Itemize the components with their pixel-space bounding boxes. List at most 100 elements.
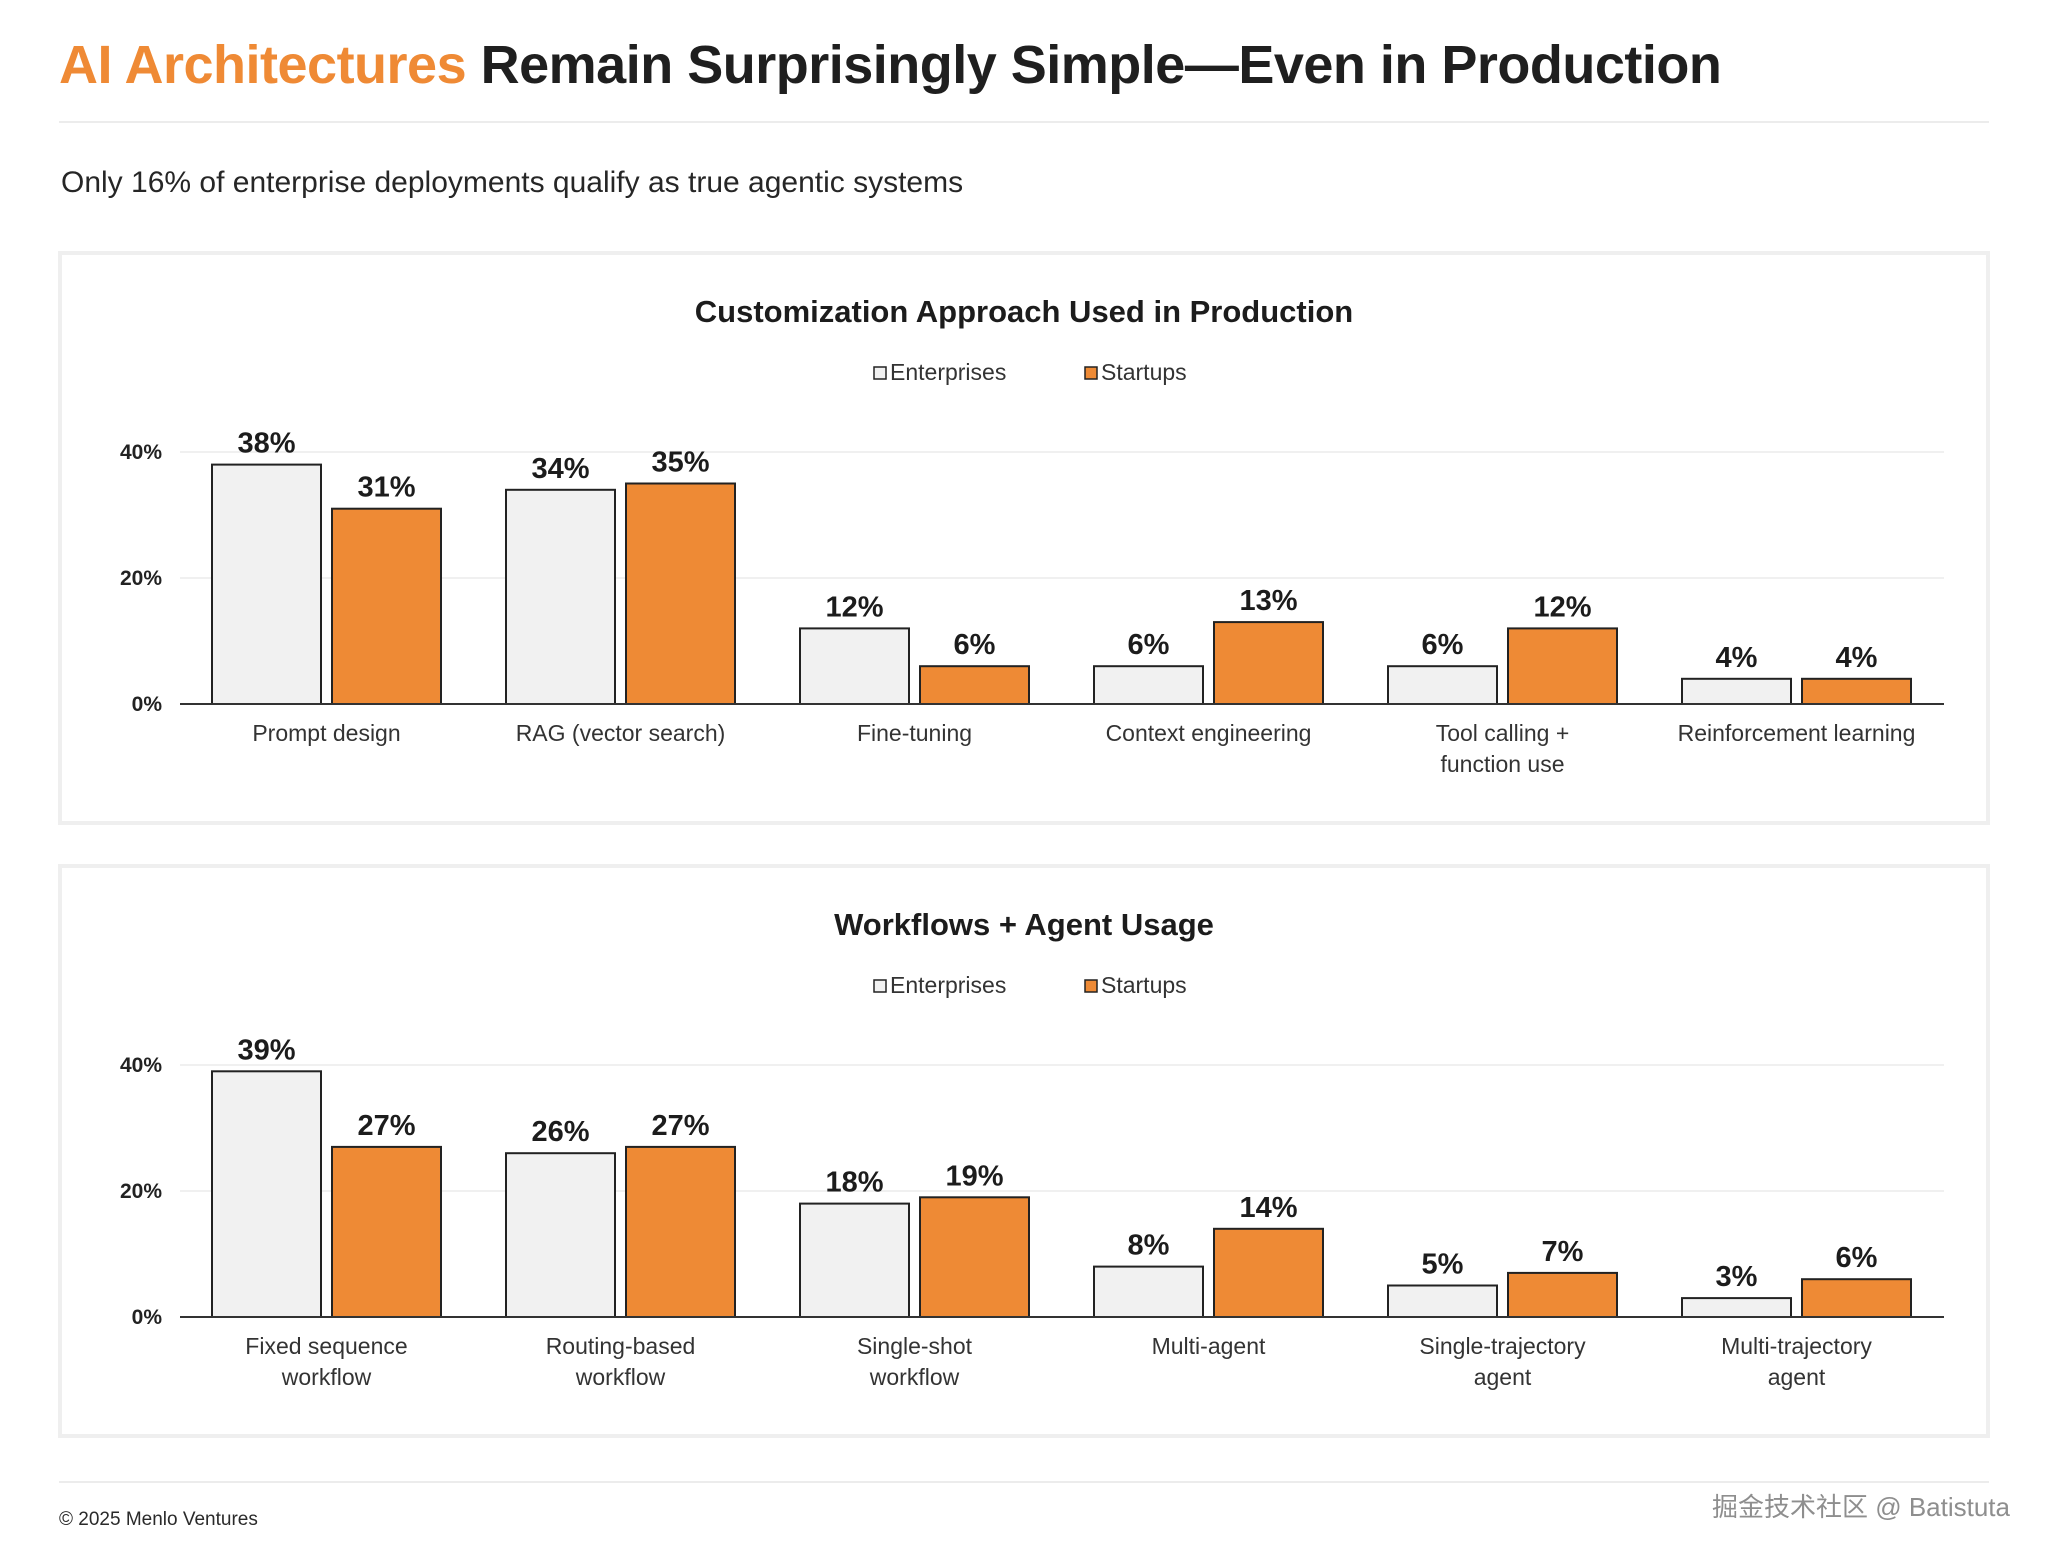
bar-value-label: 19% (945, 1160, 1003, 1192)
chart-panel-workflows: Workflows + Agent Usage Enterprises Startu… (58, 864, 1990, 1438)
bar-startups (919, 665, 1030, 706)
legend-swatch-startups (1084, 979, 1098, 993)
bar-enterprises (1093, 1265, 1204, 1319)
x-category-label-line: Multi-agent (1152, 1333, 1266, 1359)
bar-value-label: 3% (1716, 1261, 1758, 1293)
x-category-label-line: Reinforcement learning (1678, 720, 1916, 746)
bar-value-label: 27% (651, 1110, 709, 1142)
x-category-label-line: RAG (vector search) (516, 720, 726, 746)
bar-enterprises (1681, 1297, 1792, 1319)
footer-divider (59, 1481, 1989, 1483)
bar-enterprises (799, 1202, 910, 1319)
bar-startups (1801, 1278, 1912, 1319)
page-title-accent: AI Architectures (59, 35, 467, 95)
bar-value-label: 7% (1542, 1236, 1584, 1268)
watermark-text: 掘金技术社区 @ Batistuta (1711, 1492, 2010, 1522)
x-category-label-line: agent (1768, 1364, 1826, 1390)
bar-value-label: 31% (357, 472, 415, 504)
header-divider (59, 121, 1989, 123)
page-title: AI Architectures Remain Surprisingly Sim… (59, 34, 1989, 96)
bar-value-label: 13% (1239, 585, 1297, 617)
bar-enterprises (799, 627, 910, 705)
legend-label-startups: Startups (1101, 972, 1187, 998)
y-tick-label: 40% (120, 441, 162, 464)
x-category-label: RAG (vector search) (516, 720, 726, 746)
bar-value-label: 5% (1422, 1249, 1464, 1281)
y-tick-label: 20% (120, 1180, 162, 1203)
bar-startups (1507, 627, 1618, 705)
page-header: AI Architectures Remain Surprisingly Sim… (59, 34, 1989, 96)
x-category-label: Multi-agent (1152, 1333, 1266, 1359)
legend-swatch-startups (1084, 366, 1098, 380)
x-category-label: Single-shot workflow (857, 1333, 973, 1390)
copyright-text: © 2025 Menlo Ventures (59, 1509, 258, 1530)
x-category-label-line: Prompt design (252, 720, 400, 746)
x-category-label-line: Single-shot (857, 1333, 973, 1359)
x-category-label-line: Fine-tuning (857, 720, 972, 746)
x-category-label-line: function use (1440, 751, 1564, 777)
legend-swatch-enterprises (873, 366, 887, 380)
bar-value-label: 12% (1533, 591, 1591, 623)
legend-swatch-enterprises (873, 979, 887, 993)
bar-value-label: 4% (1836, 642, 1878, 674)
legend-label-startups: Startups (1101, 359, 1187, 385)
bar-value-label: 14% (1239, 1192, 1297, 1224)
x-category-label: Reinforcement learning (1678, 720, 1916, 746)
x-category-label-line: agent (1474, 1364, 1532, 1390)
y-tick-label: 40% (120, 1054, 162, 1077)
bar-startups (625, 482, 736, 705)
bar-value-label: 6% (954, 629, 996, 661)
x-category-label: Fine-tuning (857, 720, 972, 746)
bar-value-label: 6% (1128, 629, 1170, 661)
bar-enterprises (1681, 677, 1792, 705)
page-subtitle: Only 16% of enterprise deployments quali… (61, 166, 964, 199)
x-category-label-line: Multi-trajectory (1721, 1333, 1872, 1359)
x-category-label: Tool calling + function use (1436, 720, 1570, 777)
bar-enterprises (211, 1070, 322, 1318)
bar-enterprises (505, 488, 616, 705)
bar-value-label: 34% (531, 453, 589, 485)
chart-panel-customization: Customization Approach Used in Productio… (58, 251, 1990, 825)
bar-value-label: 35% (651, 447, 709, 479)
x-category-label: Fixed sequence workflow (245, 1333, 407, 1390)
x-category-label-line: workflow (281, 1364, 372, 1390)
x-category-label-line: Tool calling + (1436, 720, 1570, 746)
bar-value-label: 18% (825, 1167, 883, 1199)
bar-enterprises (211, 463, 322, 705)
bar-startups (919, 1196, 1030, 1318)
bar-enterprises (1093, 665, 1204, 706)
bar-startups (1213, 1227, 1324, 1318)
x-category-label-line: Routing-based (546, 1333, 696, 1359)
customization-chart: Customization Approach Used in Productio… (120, 294, 1944, 777)
workflows-chart: Workflows + Agent Usage Enterprises Startu… (120, 907, 1944, 1390)
x-category-label-line: Single-trajectory (1419, 1333, 1586, 1359)
bar-startups (1213, 621, 1324, 706)
chart-title: Workflows + Agent Usage (834, 907, 1214, 942)
x-category-label-line: workflow (575, 1364, 666, 1390)
legend-label-enterprises: Enterprises (890, 972, 1006, 998)
bar-startups (331, 507, 442, 705)
chart-title: Customization Approach Used in Productio… (695, 294, 1353, 329)
bar-value-label: 26% (531, 1116, 589, 1148)
bar-value-label: 8% (1128, 1230, 1170, 1262)
y-tick-label: 0% (132, 693, 163, 716)
x-category-label-line: Fixed sequence (245, 1333, 407, 1359)
x-category-label: Prompt design (252, 720, 400, 746)
bar-enterprises (505, 1152, 616, 1319)
x-category-label: Multi-trajectory agent (1721, 1333, 1872, 1390)
x-category-label-line: Context engineering (1106, 720, 1312, 746)
bar-value-label: 38% (237, 428, 295, 460)
bar-value-label: 6% (1422, 629, 1464, 661)
bar-startups (1507, 1271, 1618, 1318)
bar-enterprises (1387, 1284, 1498, 1318)
bar-startups (1801, 677, 1912, 705)
bar-startups (331, 1145, 442, 1318)
bar-startups (625, 1145, 736, 1318)
bar-value-label: 6% (1836, 1242, 1878, 1274)
bar-value-label: 12% (825, 591, 883, 623)
page-title-rest: Remain Surprisingly Simple—Even in Produ… (480, 35, 1722, 95)
y-tick-label: 20% (120, 567, 162, 590)
bar-enterprises (1387, 665, 1498, 706)
bar-value-label: 4% (1716, 642, 1758, 674)
x-category-label-line: workflow (869, 1364, 960, 1390)
